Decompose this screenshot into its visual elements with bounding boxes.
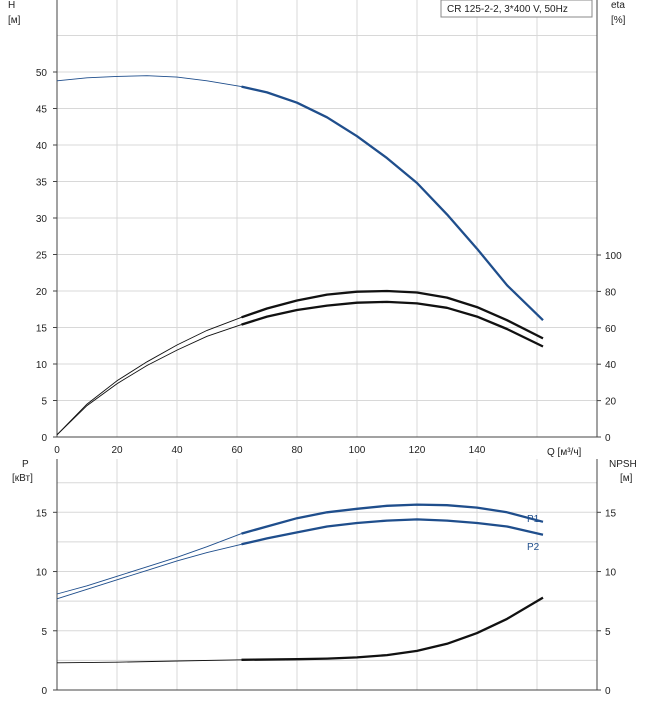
- bottom-right-tick-label: 15: [605, 508, 617, 519]
- top-left-tick-label: 25: [36, 251, 48, 262]
- top-left-tick-label: 30: [36, 214, 48, 225]
- top-right-tick-label: 0: [605, 433, 611, 444]
- top-grid: 0 20 40 60 80 100 120 140 0 5 10 15 20 25 30 35 40 45 50 0 2…: [36, 0, 622, 456]
- top-right-axis-title: eta: [611, 0, 625, 11]
- top-right-tick-label: 40: [605, 360, 617, 371]
- top-left-tick-label: 50: [36, 68, 48, 79]
- top-right-tick-label: 60: [605, 324, 617, 335]
- bottom-left-tick-label: 0: [41, 686, 47, 697]
- top-series-2-thin: [56, 316, 242, 436]
- top-left-tick-label: 5: [41, 397, 47, 408]
- x-tick-label: 60: [231, 445, 243, 456]
- top-right-tick-label: 100: [605, 251, 622, 262]
- x-tick-label: 0: [54, 445, 60, 456]
- bottom-left-tick-label: 5: [41, 627, 47, 638]
- bottom-series-0: [241, 503, 544, 535]
- bottom-right-axis-title: NPSH: [609, 459, 637, 470]
- top-series-1: [241, 300, 544, 348]
- top-left-tick-label: 0: [41, 433, 47, 444]
- x-tick-label: 120: [409, 445, 426, 456]
- bottom-series-2: [241, 596, 544, 661]
- top-right-tick-label: 20: [605, 397, 617, 408]
- top-series-0-thin: [56, 75, 242, 88]
- bottom-left-tick-label: 10: [36, 568, 48, 579]
- bottom-grid: 0 5 10 15 0 5 10 15: [36, 459, 617, 697]
- x-tick-label: 80: [291, 445, 303, 456]
- series-label-p2: P2: [527, 542, 540, 553]
- bottom-series-2-thin: [56, 659, 242, 664]
- top-right-tick-label: 80: [605, 287, 617, 298]
- top-left-tick-label: 45: [36, 105, 48, 116]
- top-left-axis-unit: [м]: [8, 15, 21, 26]
- bottom-right-tick-label: 10: [605, 568, 617, 579]
- bottom-series-1-thin: [56, 543, 242, 600]
- x-tick-label: 140: [469, 445, 486, 456]
- bottom-series-1: [241, 518, 544, 546]
- chart-title: CR 125-2-2, 3*400 V, 50Hz: [447, 4, 568, 15]
- top-left-tick-label: 20: [36, 287, 48, 298]
- top-left-tick-label: 35: [36, 178, 48, 189]
- top-series-0: [241, 85, 544, 322]
- top-left-tick-label: 40: [36, 141, 48, 152]
- x-axis-label: Q [м³/ч]: [547, 447, 582, 458]
- bottom-right-tick-label: 0: [605, 686, 611, 697]
- bottom-left-axis-title: P: [22, 459, 29, 470]
- top-left-tick-label: 10: [36, 360, 48, 371]
- bottom-right-axis-unit: [м]: [620, 473, 633, 484]
- series-layer: [56, 75, 544, 664]
- bottom-left-tick-label: 15: [36, 508, 48, 519]
- x-tick-label: 40: [171, 445, 183, 456]
- x-tick-label: 20: [111, 445, 123, 456]
- top-series-1-thin: [56, 324, 242, 436]
- top-left-axis-title: H: [8, 0, 15, 11]
- top-left-tick-label: 15: [36, 324, 48, 335]
- x-tick-label: 100: [349, 445, 366, 456]
- bottom-series-0-thin: [56, 533, 242, 595]
- bottom-right-tick-label: 5: [605, 627, 611, 638]
- bottom-left-axis-unit: [кВт]: [12, 473, 33, 484]
- top-series-2: [241, 289, 544, 340]
- top-right-axis-unit: [%]: [611, 15, 626, 26]
- title-box: [440, 0, 593, 18]
